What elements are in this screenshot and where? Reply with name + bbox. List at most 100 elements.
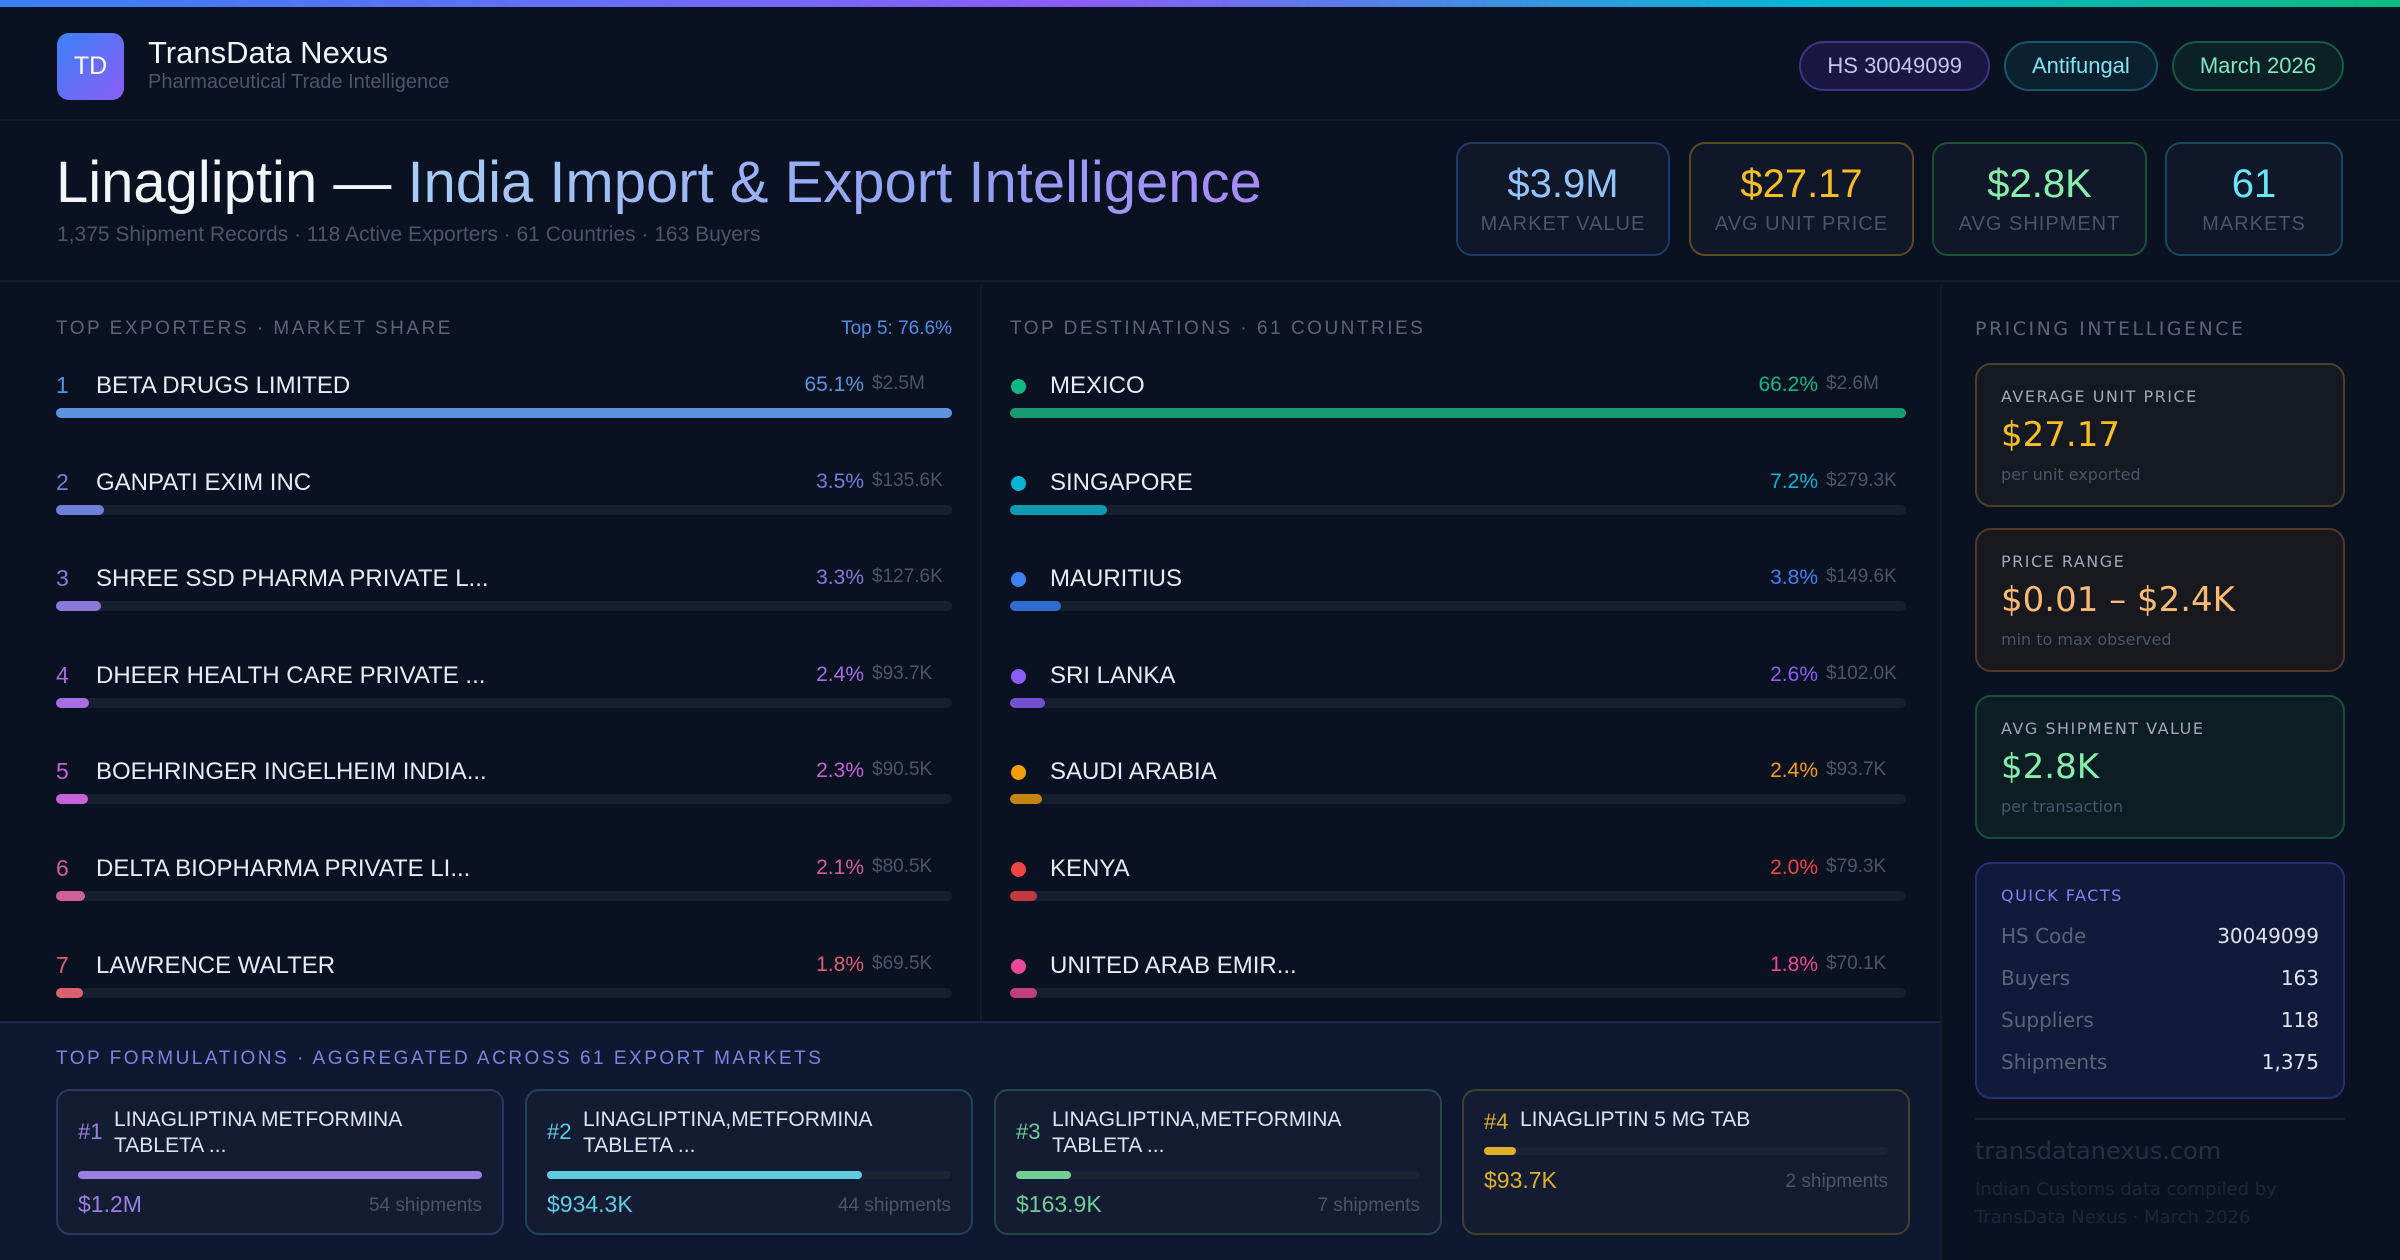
list-item[interactable]: 5 BOEHRINGER INGELHEIM INDIA... 2.3% $90.5K [56,758,952,818]
item-name: SINGAPORE [1050,468,1193,496]
kpi-value: $2.8K [1987,162,2092,206]
formulation-name: LINAGLIPTINA,METFORMINA TABLETA ... [583,1108,872,1157]
value-amount: $279.3K [1826,469,1897,491]
item-name: BOEHRINGER INGELHEIM INDIA... [96,758,487,786]
kpi-card: $27.17 AVG UNIT PRICE [1689,142,1914,256]
share-bar-fill [1010,697,1046,708]
hero: Linagliptin — India Import & Export Inte… [0,123,2400,282]
fact-value: 30049099 [2217,924,2319,948]
share-bar-track [56,697,952,708]
kpi-value: 61 [2231,162,2277,206]
exporters-list: 1 BETA DRUGS LIMITED 65.1% $2.5M 2 GANPATI EX… [56,284,952,1021]
share-bar-fill [56,987,83,998]
share-bar-fill [56,891,85,901]
rank-number: 3 [56,565,69,592]
list-item[interactable]: UNITED ARAB EMIR... 1.8% $70.1K [1010,952,1906,1012]
value-amount: $127.6K [872,566,943,588]
item-name: BETA DRUGS LIMITED [96,372,351,399]
list-item[interactable]: SAUDI ARABIA 2.4% $93.7K [1010,758,1906,818]
quick-fact-row: HS Code 30049099 [2001,924,2319,948]
item-name: DHEER HEALTH CARE PRIVATE ... [96,661,486,689]
list-item[interactable]: MAURITIUS 3.8% $149.6K [1010,565,1906,625]
country-dot-icon [1011,958,1026,974]
item-name: SAUDI ARABIA [1050,758,1217,786]
share-percent: 2.4% [1770,759,1818,783]
item-name: LAWRENCE WALTER [96,951,336,979]
fact-label: HS Code [2001,924,2087,948]
list-item[interactable]: 3 SHREE SSD PHARMA PRIVATE L... 3.3% $127.6… [56,565,952,625]
share-bar-fill [1010,794,1043,805]
list-item[interactable]: MEXICO 66.2% $2.6M [1010,372,1906,432]
kpi-label: MARKETS [2202,213,2306,235]
fact-label: Buyers [2001,966,2071,990]
list-item[interactable]: 6 DELTA BIOPHARMA PRIVATE LI... 2.1% $80.5K [56,855,952,915]
app-header: TD TransData Nexus Pharmaceutical Trade … [0,7,2400,121]
pricing-card: AVG SHIPMENT VALUE $2.8K per transaction [1975,695,2345,839]
share-bar-track [1010,601,1906,612]
item-name: UNITED ARAB EMIR... [1050,951,1297,979]
list-item[interactable]: 4 DHEER HEALTH CARE PRIVATE ... 2.4% $93.7K [56,662,952,722]
value-amount: $79.3K [1826,856,1887,877]
kpi-card: 61 MARKETS [2165,142,2343,256]
item-name: DELTA BIOPHARMA PRIVATE LI... [96,855,471,882]
formulation-bar-track [547,1171,951,1179]
divider [980,284,982,1021]
formulation-card[interactable]: #3 LINAGLIPTINA,METFORMINA TABLETA ... $16… [994,1089,1442,1235]
kpi-value: $3.9M [1507,162,1619,206]
kpi-value: $27.17 [1740,162,1863,206]
tag-pill[interactable]: March 2026 [2171,41,2344,91]
share-bar-track [56,794,952,805]
formulation-shipments: 54 shipments [368,1195,482,1216]
share-bar-fill [1010,504,1108,515]
page-subtitle: 1,375 Shipment Records · 118 Active Expo… [57,223,761,246]
fact-value: 163 [2280,966,2319,990]
brand-tagline: Pharmaceutical Trade Intelligence [148,71,450,93]
formulations-title: TOP FORMULATIONS · AGGREGATED ACROSS 61 … [56,1048,824,1069]
formulation-name: LINAGLIPTIN 5 MG TAB [1520,1108,1751,1131]
formulation-card[interactable]: #1 LINAGLIPTINA METFORMINA TABLETA ... $1.… [56,1089,504,1235]
list-item[interactable]: KENYA 2.0% $79.3K [1010,855,1906,915]
formulation-name: LINAGLIPTINA,METFORMINA TABLETA ... [1052,1108,1341,1157]
formulations-section: TOP FORMULATIONS · AGGREGATED ACROSS 61 … [0,1021,1940,1260]
value-amount: $80.5K [872,856,933,877]
country-dot-icon [1011,668,1026,684]
share-bar-fill [1010,601,1062,612]
share-bar-fill [56,504,105,515]
country-dot-icon [1011,862,1026,877]
list-item[interactable]: 2 GANPATI EXIM INC 3.5% $135.6K [56,469,952,529]
item-name: GANPATI EXIM INC [96,468,312,496]
pricing-label: AVG SHIPMENT VALUE [2001,719,2205,738]
share-bar-track [56,601,952,612]
quick-fact-row: Buyers 163 [2001,966,2319,990]
rank-number: 1 [56,372,69,398]
item-name: MEXICO [1050,372,1145,399]
list-item[interactable]: SINGAPORE 7.2% $279.3K [1010,469,1906,529]
value-amount: $2.5M [872,373,925,394]
share-percent: 2.4% [816,662,864,686]
formulation-card[interactable]: #4 LINAGLIPTIN 5 MG TAB $93.7K 2 shipments [1462,1089,1910,1235]
pricing-card: PRICE RANGE $0.01 – $2.4K min to max obser… [1975,528,2345,672]
tag-pill[interactable]: HS 30049099 [1799,41,1990,91]
kpi-label: AVG SHIPMENT [1958,213,2121,235]
share-percent: 2.0% [1770,856,1818,879]
tag-pill[interactable]: Antifungal [2003,41,2158,91]
kpi-label: AVG UNIT PRICE [1714,213,1889,235]
formulation-card[interactable]: #2 LINAGLIPTINA,METFORMINA TABLETA ... $93… [525,1089,973,1235]
pricing-note: min to max observed [2001,630,2172,649]
share-bar-fill [56,697,90,708]
share-bar-track [56,987,952,998]
footer-url[interactable]: transdatanexus.com [1975,1137,2222,1165]
formulation-value: $93.7K [1484,1167,1557,1193]
pricing-title: PRICING INTELLIGENCE [1975,318,2246,340]
formulation-rank: #4 [1484,1109,1509,1134]
share-bar-track [1010,794,1906,805]
footer-note: Indian Customs data compiled by TransDat… [1975,1179,2277,1228]
share-percent: 3.5% [816,469,864,493]
list-item[interactable]: 1 BETA DRUGS LIMITED 65.1% $2.5M [56,372,952,432]
list-item[interactable]: SRI LANKA 2.6% $102.0K [1010,662,1906,722]
formulation-value: $163.9K [1016,1191,1102,1217]
destinations-list: MEXICO 66.2% $2.6M SINGAPORE 7.2% $279.3K MAUR… [1010,284,1906,1021]
share-bar-fill [1010,891,1038,901]
list-item[interactable]: 7 LAWRENCE WALTER 1.8% $69.5K [56,952,952,1012]
pricing-panel: PRICING INTELLIGENCE AVERAGE UNIT PRICE $… [1940,284,2400,1260]
